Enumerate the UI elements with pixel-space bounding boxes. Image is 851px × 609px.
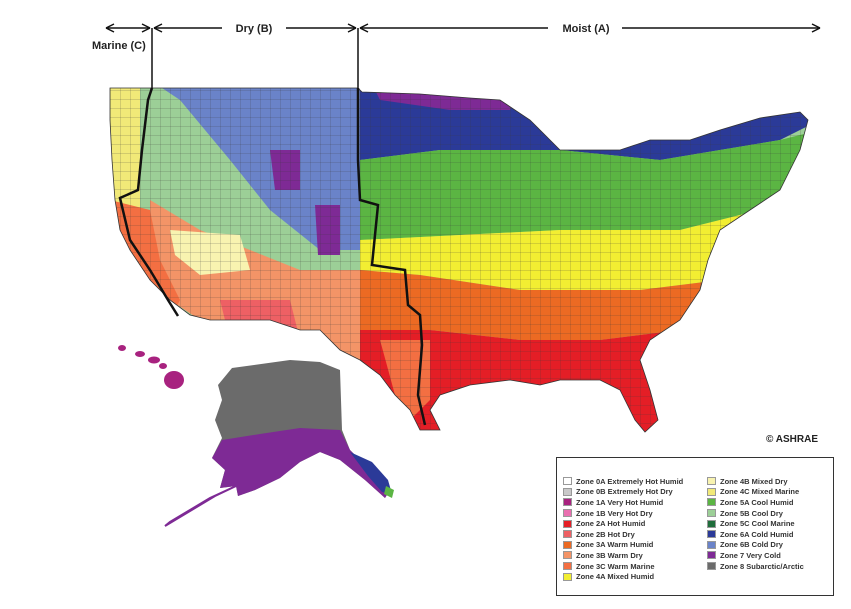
legend-left-column: Zone 0A Extremely Hot Humid Zone 0B Extr… xyxy=(563,476,683,582)
legend-swatch xyxy=(563,562,572,571)
legend-swatch xyxy=(707,540,716,549)
legend-swatch xyxy=(563,477,572,486)
copyright-notice: © ASHRAE xyxy=(766,434,819,445)
legend-swatch xyxy=(563,509,572,518)
marine-dry-boundary xyxy=(118,87,180,317)
legend-swatch xyxy=(563,530,572,539)
legend: Zone 0A Extremely Hot Humid Zone 0B Extr… xyxy=(556,457,834,596)
legend-item: Zone 3B Warm Dry xyxy=(563,550,683,561)
legend-right-column: Zone 4B Mixed Dry Zone 4C Mixed Marine Z… xyxy=(707,476,804,571)
legend-item: Zone 4B Mixed Dry xyxy=(707,476,804,487)
us-outline xyxy=(109,87,809,433)
legend-swatch xyxy=(707,562,716,571)
legend-label: Zone 2A Hot Humid xyxy=(576,519,646,529)
legend-swatch xyxy=(707,530,716,539)
marine-arrowheads xyxy=(105,23,151,33)
legend-label: Zone 7 Very Cold xyxy=(720,550,781,560)
legend-swatch xyxy=(707,509,716,518)
legend-label: Zone 0A Extremely Hot Humid xyxy=(576,476,684,486)
dry-label: Dry (B) xyxy=(236,23,273,35)
moist-label: Moist (A) xyxy=(562,23,609,35)
legend-swatch xyxy=(707,498,716,507)
continental-us xyxy=(110,88,808,432)
legend-item: Zone 6A Cold Humid xyxy=(707,529,804,540)
legend-item: Zone 2A Hot Humid xyxy=(563,518,683,529)
dry-arrowheads xyxy=(153,23,357,33)
legend-label: Zone 0B Extremely Hot Dry xyxy=(576,487,673,497)
legend-item: Zone 0B Extremely Hot Dry xyxy=(563,487,683,498)
legend-item: Zone 6B Cold Dry xyxy=(707,540,804,551)
hawaii xyxy=(118,345,184,389)
legend-item: Zone 4C Mixed Marine xyxy=(707,487,804,498)
legend-label: Zone 2B Hot Dry xyxy=(576,529,635,539)
legend-swatch xyxy=(563,540,572,549)
legend-item: Zone 4A Mixed Humid xyxy=(563,571,683,582)
legend-item: Zone 7 Very Cold xyxy=(707,550,804,561)
legend-swatch xyxy=(563,498,572,507)
legend-label: Zone 1A Very Hot Humid xyxy=(576,497,664,507)
legend-item: Zone 2B Hot Dry xyxy=(563,529,683,540)
legend-label: Zone 3A Warm Humid xyxy=(576,540,654,550)
legend-item: Zone 1B Very Hot Dry xyxy=(563,508,683,519)
legend-item: Zone 1A Very Hot Humid xyxy=(563,497,683,508)
legend-label: Zone 5B Cool Dry xyxy=(720,508,783,518)
legend-label: Zone 6A Cold Humid xyxy=(720,529,794,539)
marine-label: Marine (C) xyxy=(92,40,146,52)
legend-swatch xyxy=(707,519,716,528)
legend-swatch xyxy=(563,519,572,528)
legend-label: Zone 6B Cold Dry xyxy=(720,540,783,550)
legend-item: Zone 3C Warm Marine xyxy=(563,561,683,572)
legend-item: Zone 5C Cool Marine xyxy=(707,518,804,529)
legend-swatch xyxy=(707,477,716,486)
legend-item: Zone 5A Cool Humid xyxy=(707,497,804,508)
legend-swatch xyxy=(563,487,572,496)
legend-swatch xyxy=(563,551,572,560)
legend-item: Zone 8 Subarctic/Arctic xyxy=(707,561,804,572)
legend-label: Zone 4C Mixed Marine xyxy=(720,487,800,497)
legend-swatch xyxy=(563,572,572,581)
dry-moist-boundary xyxy=(356,88,427,426)
legend-label: Zone 5A Cool Humid xyxy=(720,497,794,507)
legend-label: Zone 5C Cool Marine xyxy=(720,519,795,529)
legend-label: Zone 4A Mixed Humid xyxy=(576,572,655,582)
alaska xyxy=(164,360,394,527)
legend-label: Zone 1B Very Hot Dry xyxy=(576,508,653,518)
county-lines xyxy=(110,88,808,432)
legend-label: Zone 3C Warm Marine xyxy=(576,561,655,571)
legend-label: Zone 3B Warm Dry xyxy=(576,550,643,560)
legend-label: Zone 8 Subarctic/Arctic xyxy=(720,561,804,571)
legend-item: Zone 3A Warm Humid xyxy=(563,540,683,551)
legend-swatch xyxy=(707,487,716,496)
legend-item: Zone 0A Extremely Hot Humid xyxy=(563,476,683,487)
legend-label: Zone 4B Mixed Dry xyxy=(720,476,788,486)
legend-item: Zone 5B Cool Dry xyxy=(707,508,804,519)
moist-arrowheads xyxy=(359,23,821,33)
legend-swatch xyxy=(707,551,716,560)
